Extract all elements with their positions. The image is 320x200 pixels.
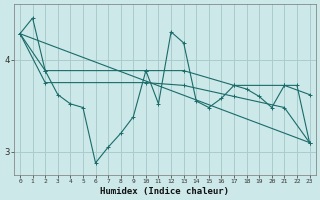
X-axis label: Humidex (Indice chaleur): Humidex (Indice chaleur) [100, 187, 229, 196]
